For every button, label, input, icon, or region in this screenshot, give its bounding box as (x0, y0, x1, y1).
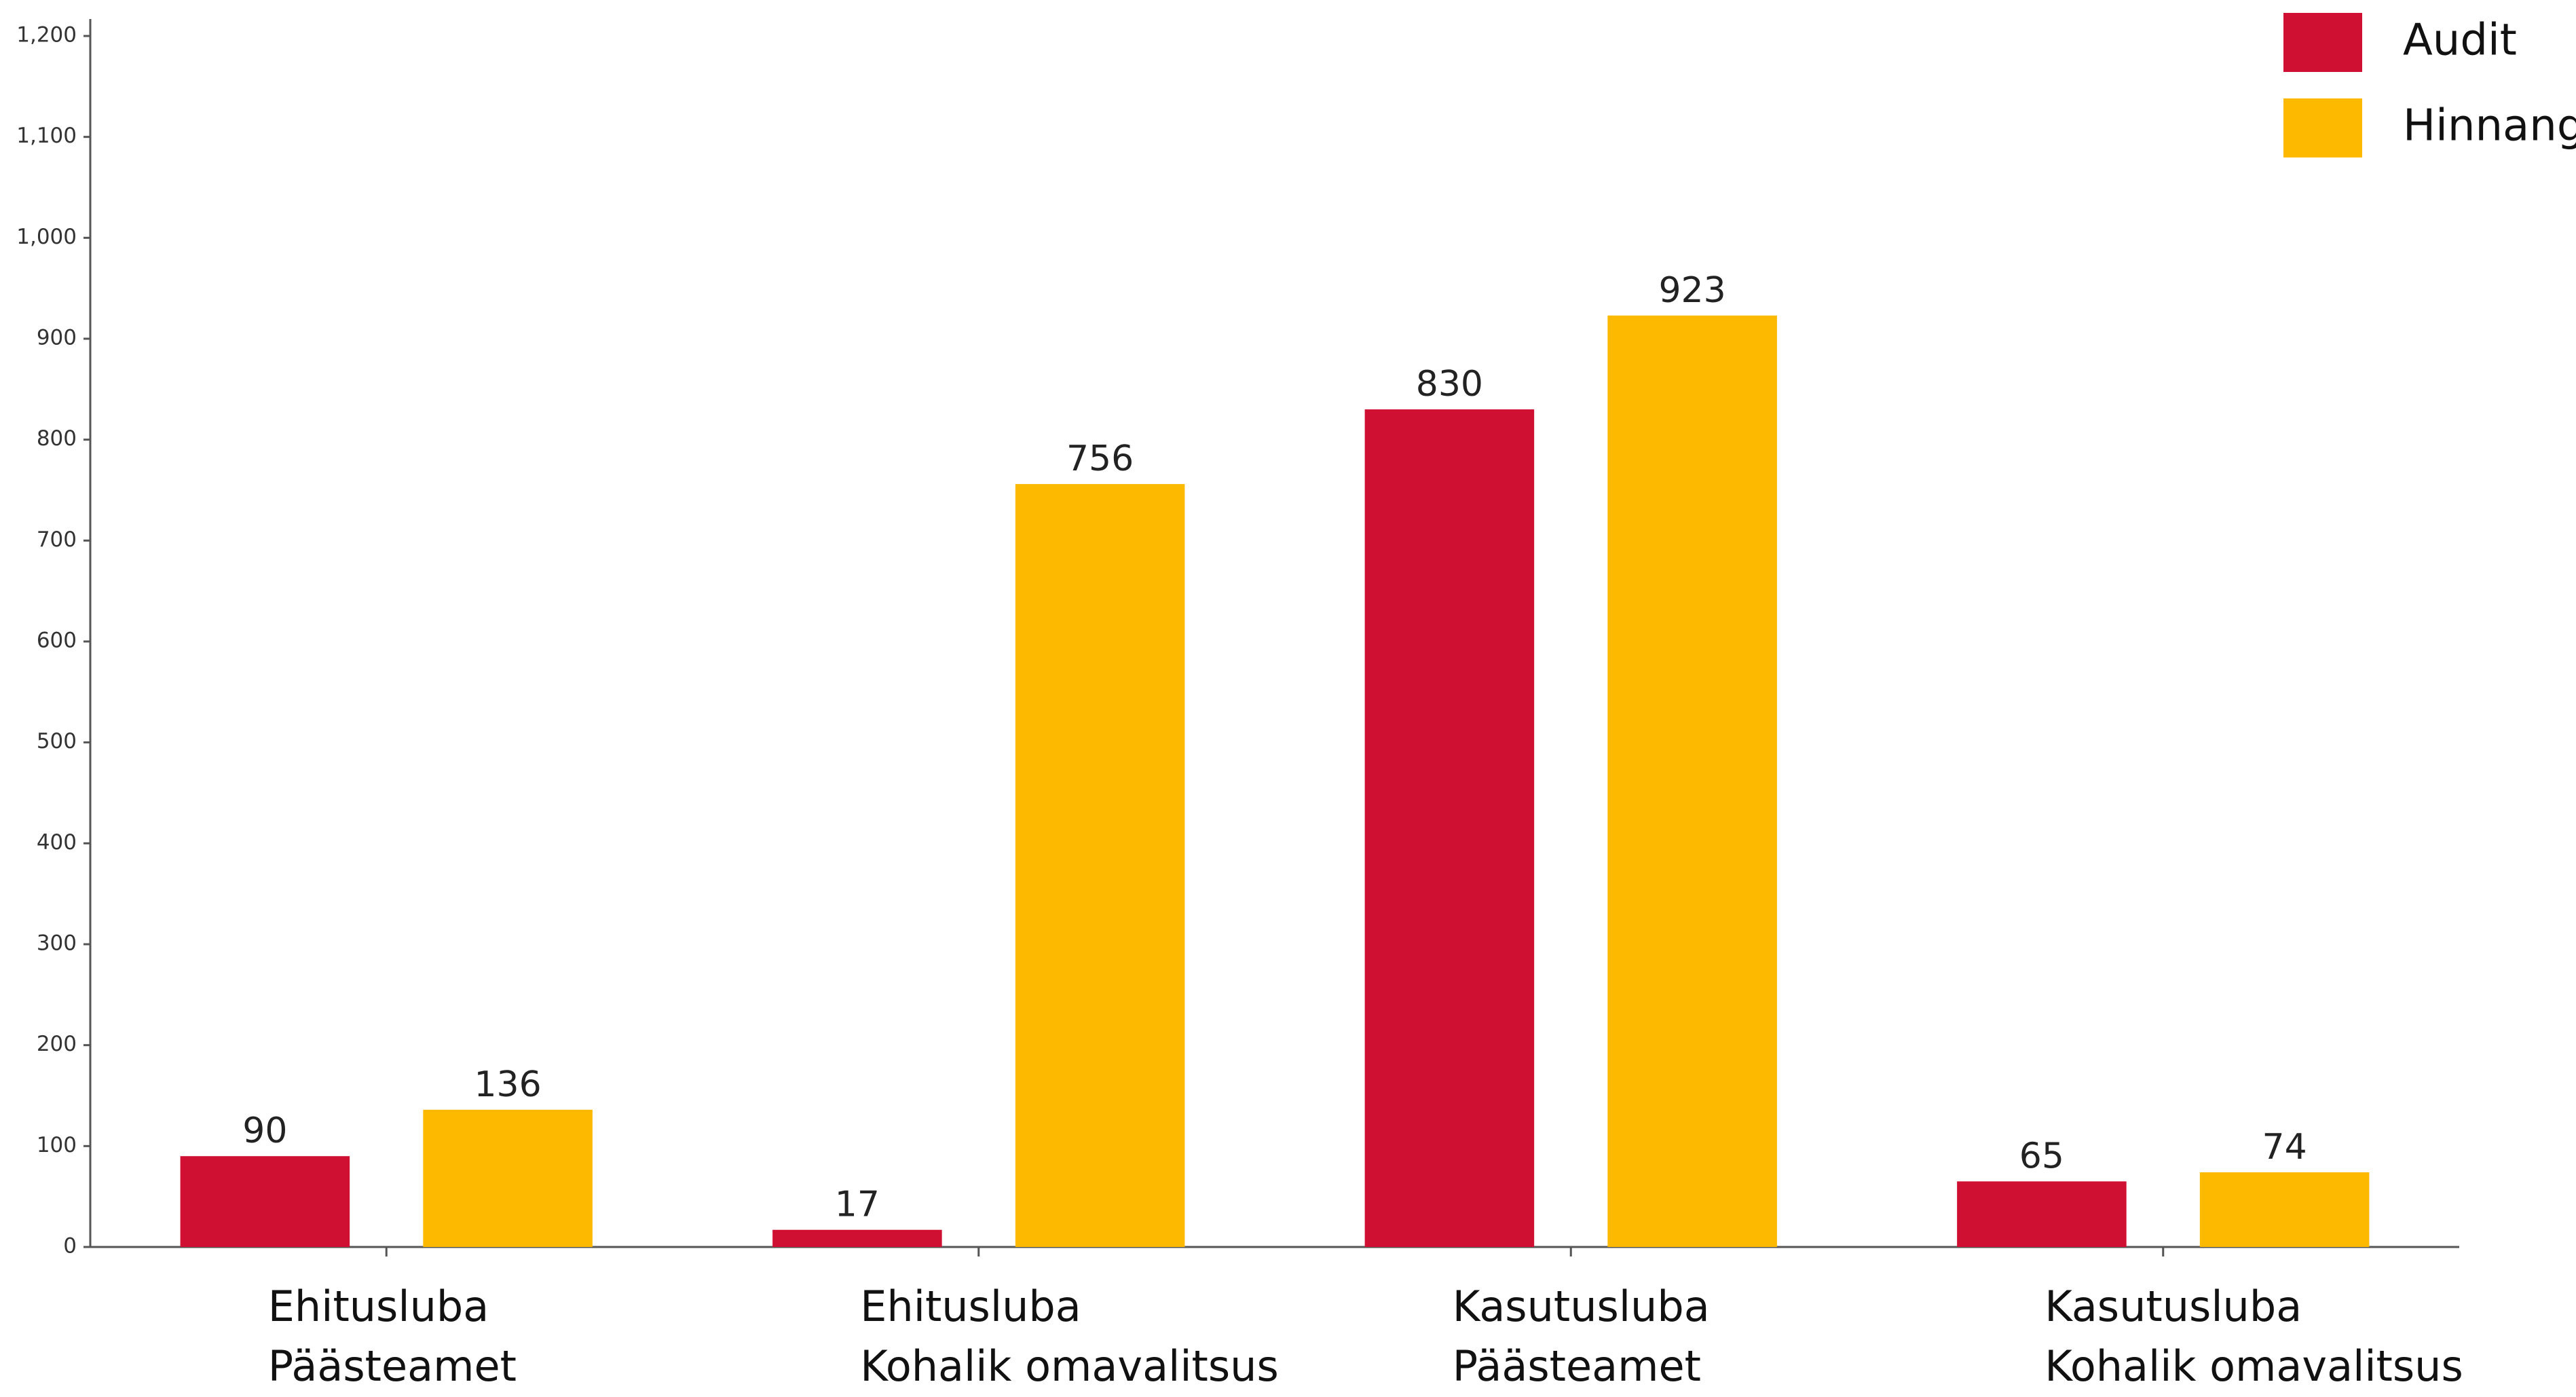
y-tick-label: 600 (37, 629, 77, 653)
x-tick-label: Ehitusluba (268, 1282, 489, 1331)
bar (1015, 484, 1185, 1247)
y-tick-label: 800 (37, 426, 77, 451)
y-tick-label: 200 (37, 1032, 77, 1056)
value-label: 90 (242, 1111, 287, 1151)
x-tick-label: Kasutusluba (1453, 1282, 1710, 1331)
y-tick-label: 1,000 (16, 225, 77, 249)
bar (772, 1229, 942, 1247)
x-tick-label: Kohalik omavalitsus (2045, 1341, 2463, 1391)
value-label: 17 (835, 1185, 880, 1225)
bar (1364, 409, 1535, 1247)
y-tick-label: 1,100 (16, 124, 77, 148)
y-tick-label: 400 (37, 830, 77, 855)
value-label: 74 (2262, 1127, 2307, 1168)
bar (2199, 1172, 2370, 1247)
y-tick-label: 100 (37, 1133, 77, 1157)
value-label: 756 (1066, 439, 1134, 479)
x-tick-label: Päästeamet (268, 1341, 517, 1391)
x-tick-label: Päästeamet (1453, 1341, 1701, 1391)
legend-swatch (2283, 98, 2362, 157)
bar (1607, 315, 1777, 1248)
y-tick-label: 900 (37, 326, 77, 350)
legend-label: Audit (2403, 16, 2517, 66)
legend-label: Hinnang (2403, 101, 2576, 151)
value-label: 65 (2019, 1136, 2064, 1176)
bar (180, 1156, 350, 1247)
bar (423, 1109, 593, 1247)
value-label: 136 (474, 1064, 541, 1105)
bar (1957, 1181, 2127, 1247)
y-tick-label: 700 (37, 527, 77, 552)
legend-swatch (2283, 13, 2362, 72)
y-tick-label: 0 (63, 1234, 77, 1259)
x-tick-label: Kohalik omavalitsus (860, 1341, 1279, 1391)
value-label: 923 (1658, 270, 1725, 311)
value-label: 830 (1416, 364, 1483, 405)
y-tick-label: 300 (37, 931, 77, 956)
y-tick-label: 500 (37, 729, 77, 753)
x-tick-label: Kasutusluba (2045, 1282, 2302, 1331)
y-tick-label: 1,200 (16, 23, 77, 48)
x-tick-label: Ehitusluba (860, 1282, 1081, 1331)
